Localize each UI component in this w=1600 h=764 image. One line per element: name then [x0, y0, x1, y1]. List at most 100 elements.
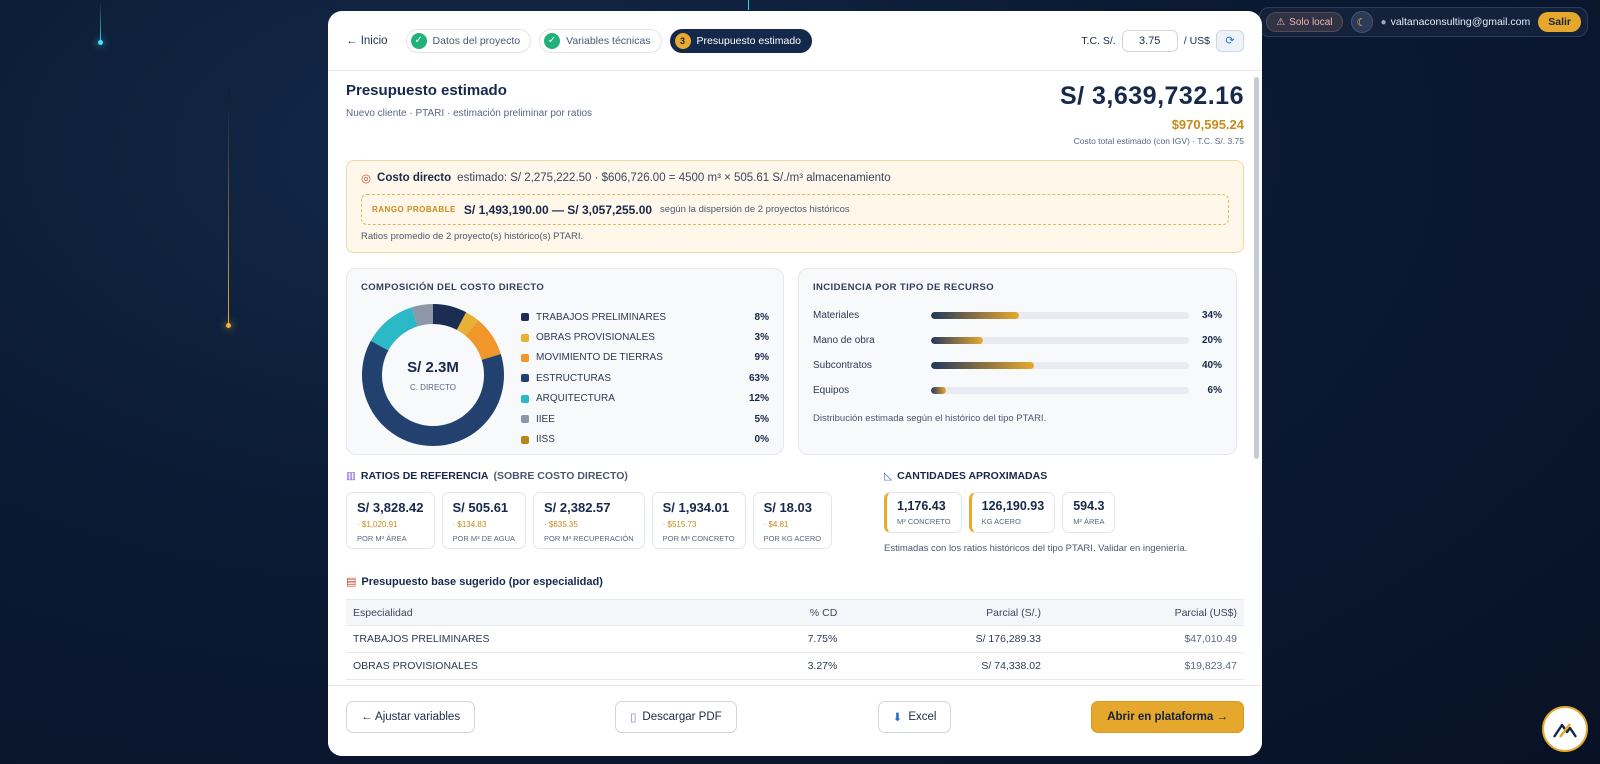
legend-pct: 0% — [754, 434, 769, 446]
quantity-label: M³ CONCRETO — [897, 517, 951, 526]
col-header: Especialidad — [346, 599, 733, 626]
cell-usd: $47,010.49 — [1047, 625, 1244, 653]
ratio-value: S/ 1,934.01 — [662, 500, 730, 515]
logout-button[interactable]: Salir — [1538, 12, 1581, 32]
cell-pen: S/ 176,289.33 — [844, 625, 1048, 653]
direct-cost-label: Costo directo — [377, 172, 452, 184]
check-icon: ✓ — [410, 32, 427, 49]
step-project-data[interactable]: ✓ Datos del proyecto — [405, 28, 532, 53]
app-logo-button[interactable] — [1542, 706, 1588, 752]
back-home-link[interactable]: ← Inicio — [346, 34, 388, 47]
donut-slice — [370, 307, 418, 351]
background-light-dot — [226, 323, 231, 328]
exchange-rate-suffix: / US$ — [1183, 34, 1210, 47]
resource-pct: 20% — [1201, 335, 1222, 346]
target-icon: ◎ — [361, 173, 372, 185]
ratio-label: POR KG ACERO — [763, 534, 822, 543]
refresh-rate-icon[interactable]: ⟳ — [1216, 29, 1244, 52]
user-icon: ● — [1380, 16, 1387, 28]
approx-quantities: ◺ CANTIDADES APROXIMADAS 1,176.43 M³ CONC… — [884, 470, 1229, 554]
direct-cost-text: estimado: S/ 2,275,222.50 · $606,726.00 … — [457, 172, 891, 184]
page-title: Presupuesto estimado — [346, 82, 507, 99]
download-pdf-label: Descargar PDF — [642, 711, 722, 723]
total-usd: $970,595.24 — [1171, 117, 1244, 132]
excel-button[interactable]: ⬇ Excel — [877, 701, 952, 733]
check-icon: ✓ — [544, 32, 561, 49]
background-light-dot — [98, 40, 103, 45]
excel-label: Excel — [908, 711, 937, 723]
legend-label: IIEE — [536, 413, 555, 425]
step-label: Presupuesto estimado — [696, 34, 802, 47]
ratios-title-suffix: (SOBRE COSTO DIRECTO) — [493, 470, 628, 482]
total-pen: S/ 3,639,732.16 — [1059, 82, 1244, 110]
quantity-card: 594.3 M² ÁREA — [1062, 492, 1116, 533]
ruler-icon: ◺ — [884, 470, 893, 482]
legend-item: MOVIMIENTO DE TIERRAS 9% — [521, 348, 769, 368]
ratio-card: S/ 1,934.01 · $515.73 POR M³ CONCRETO — [651, 492, 746, 549]
ratio-value: S/ 505.61 — [452, 500, 509, 515]
legend-label: ARQUITECTURA — [536, 393, 615, 405]
quantities-footnote: Estimadas con los ratios históricos del … — [884, 543, 1188, 554]
quantity-label: M² ÁREA — [1073, 517, 1105, 526]
exchange-rate: T.C. S/. / US$ ⟳ — [1081, 29, 1244, 52]
resource-bar-fill — [931, 387, 947, 394]
budget-table-title: ▤ Presupuesto base sugerido (por especia… — [346, 575, 1244, 589]
donut-chart — [362, 304, 504, 446]
direct-cost-box: ◎ Costo directo estimado: S/ 2,275,222.5… — [346, 160, 1244, 253]
resource-pct: 6% — [1207, 385, 1222, 396]
theme-toggle-moon-icon[interactable]: ☾ — [1350, 11, 1373, 33]
resource-bar-row: Subcontratos 40% — [813, 353, 1222, 378]
exchange-rate-input[interactable] — [1121, 29, 1178, 52]
donut-center-value: S/ 2.3M — [407, 358, 459, 376]
download-icon: ⬇ — [892, 712, 903, 724]
composition-legend: TRABAJOS PRELIMINARES 8% OBRAS PROVISIONAL… — [521, 307, 769, 450]
background-light-line — [748, 0, 749, 10]
legend-item: ARQUITECTURA 12% — [521, 389, 769, 409]
resource-bar-row: Materiales 34% — [813, 303, 1222, 328]
step-estimated-budget[interactable]: 3 Presupuesto estimado — [669, 28, 813, 53]
ratio-label: POR M³ CONCRETO — [662, 534, 735, 543]
legend-item: IISS 0% — [521, 429, 769, 449]
cell-specialty: OBRAS PROVISIONALES — [346, 652, 733, 680]
open-platform-button[interactable]: Abrir en plataforma → — [1091, 701, 1244, 733]
col-header: Parcial (S/.) — [844, 599, 1048, 626]
legend-pct: 9% — [754, 352, 769, 364]
ratio-card: S/ 18.03 · $4.81 POR KG ACERO — [752, 492, 833, 549]
local-mode-badge: ⚠ Solo local — [1266, 12, 1343, 32]
cell-usd: $19,823.47 — [1047, 652, 1244, 680]
legend-pct: 5% — [754, 413, 769, 425]
resource-bar-track — [931, 312, 1189, 319]
table-row: TRABAJOS PRELIMINARES 7.75% S/ 176,289.3… — [346, 625, 1244, 653]
mountain-logo-icon — [1553, 723, 1577, 738]
donut-slice — [432, 304, 467, 331]
legend-item: IIEE 5% — [521, 409, 769, 429]
quantity-value: 126,190.93 — [981, 499, 1045, 513]
exchange-rate-label: T.C. S/. — [1081, 34, 1116, 47]
composition-title: COMPOSICIÓN DEL COSTO DIRECTO — [361, 282, 545, 293]
legend-swatch — [521, 374, 529, 383]
ratio-card: S/ 505.61 · $134.83 POR M³ DE AGUA — [441, 492, 527, 549]
reference-ratios: ▥ RATIOS DE REFERENCIA (SOBRE COSTO DIRE… — [346, 470, 884, 554]
quantity-card: 126,190.93 KG ACERO — [968, 492, 1056, 533]
resource-label: Equipos — [813, 385, 850, 396]
composition-donut: S/ 2.3M C. DIRECTO — [361, 303, 505, 447]
legend-label: ESTRUCTURAS — [536, 372, 612, 384]
download-pdf-button[interactable]: ▯ Descargar PDF — [615, 701, 737, 733]
adjust-variables-button[interactable]: ← Ajustar variables — [346, 701, 476, 733]
resource-label: Subcontratos — [813, 360, 872, 371]
top-bar: ⚠ Solo local ☾ ● valtanaconsulting@gmail… — [1259, 7, 1588, 37]
scrollbar[interactable] — [1254, 77, 1259, 459]
quantity-label: KG ACERO — [981, 517, 1021, 526]
probable-range: RANGO PROBABLE S/ 1,493,190.00 — S/ 3,05… — [361, 194, 1229, 225]
resource-label: Materiales — [813, 310, 860, 321]
donut-slice — [465, 320, 501, 361]
total-cost: S/ 3,639,732.16 $970,595.24 Costo total … — [1060, 82, 1244, 146]
step-technical-variables[interactable]: ✓ Variables técnicas — [539, 28, 662, 53]
local-mode-label: Solo local — [1289, 16, 1333, 28]
resource-bar-fill — [931, 312, 1019, 319]
quantities-title: CANTIDADES APROXIMADAS — [897, 470, 1048, 482]
resource-bar-row: Equipos 6% — [813, 378, 1222, 403]
cell-pct: 7.75% — [732, 625, 845, 653]
page-subtitle: Nuevo cliente · PTARI · estimación preli… — [346, 108, 593, 119]
legend-label: IISS — [536, 434, 555, 446]
